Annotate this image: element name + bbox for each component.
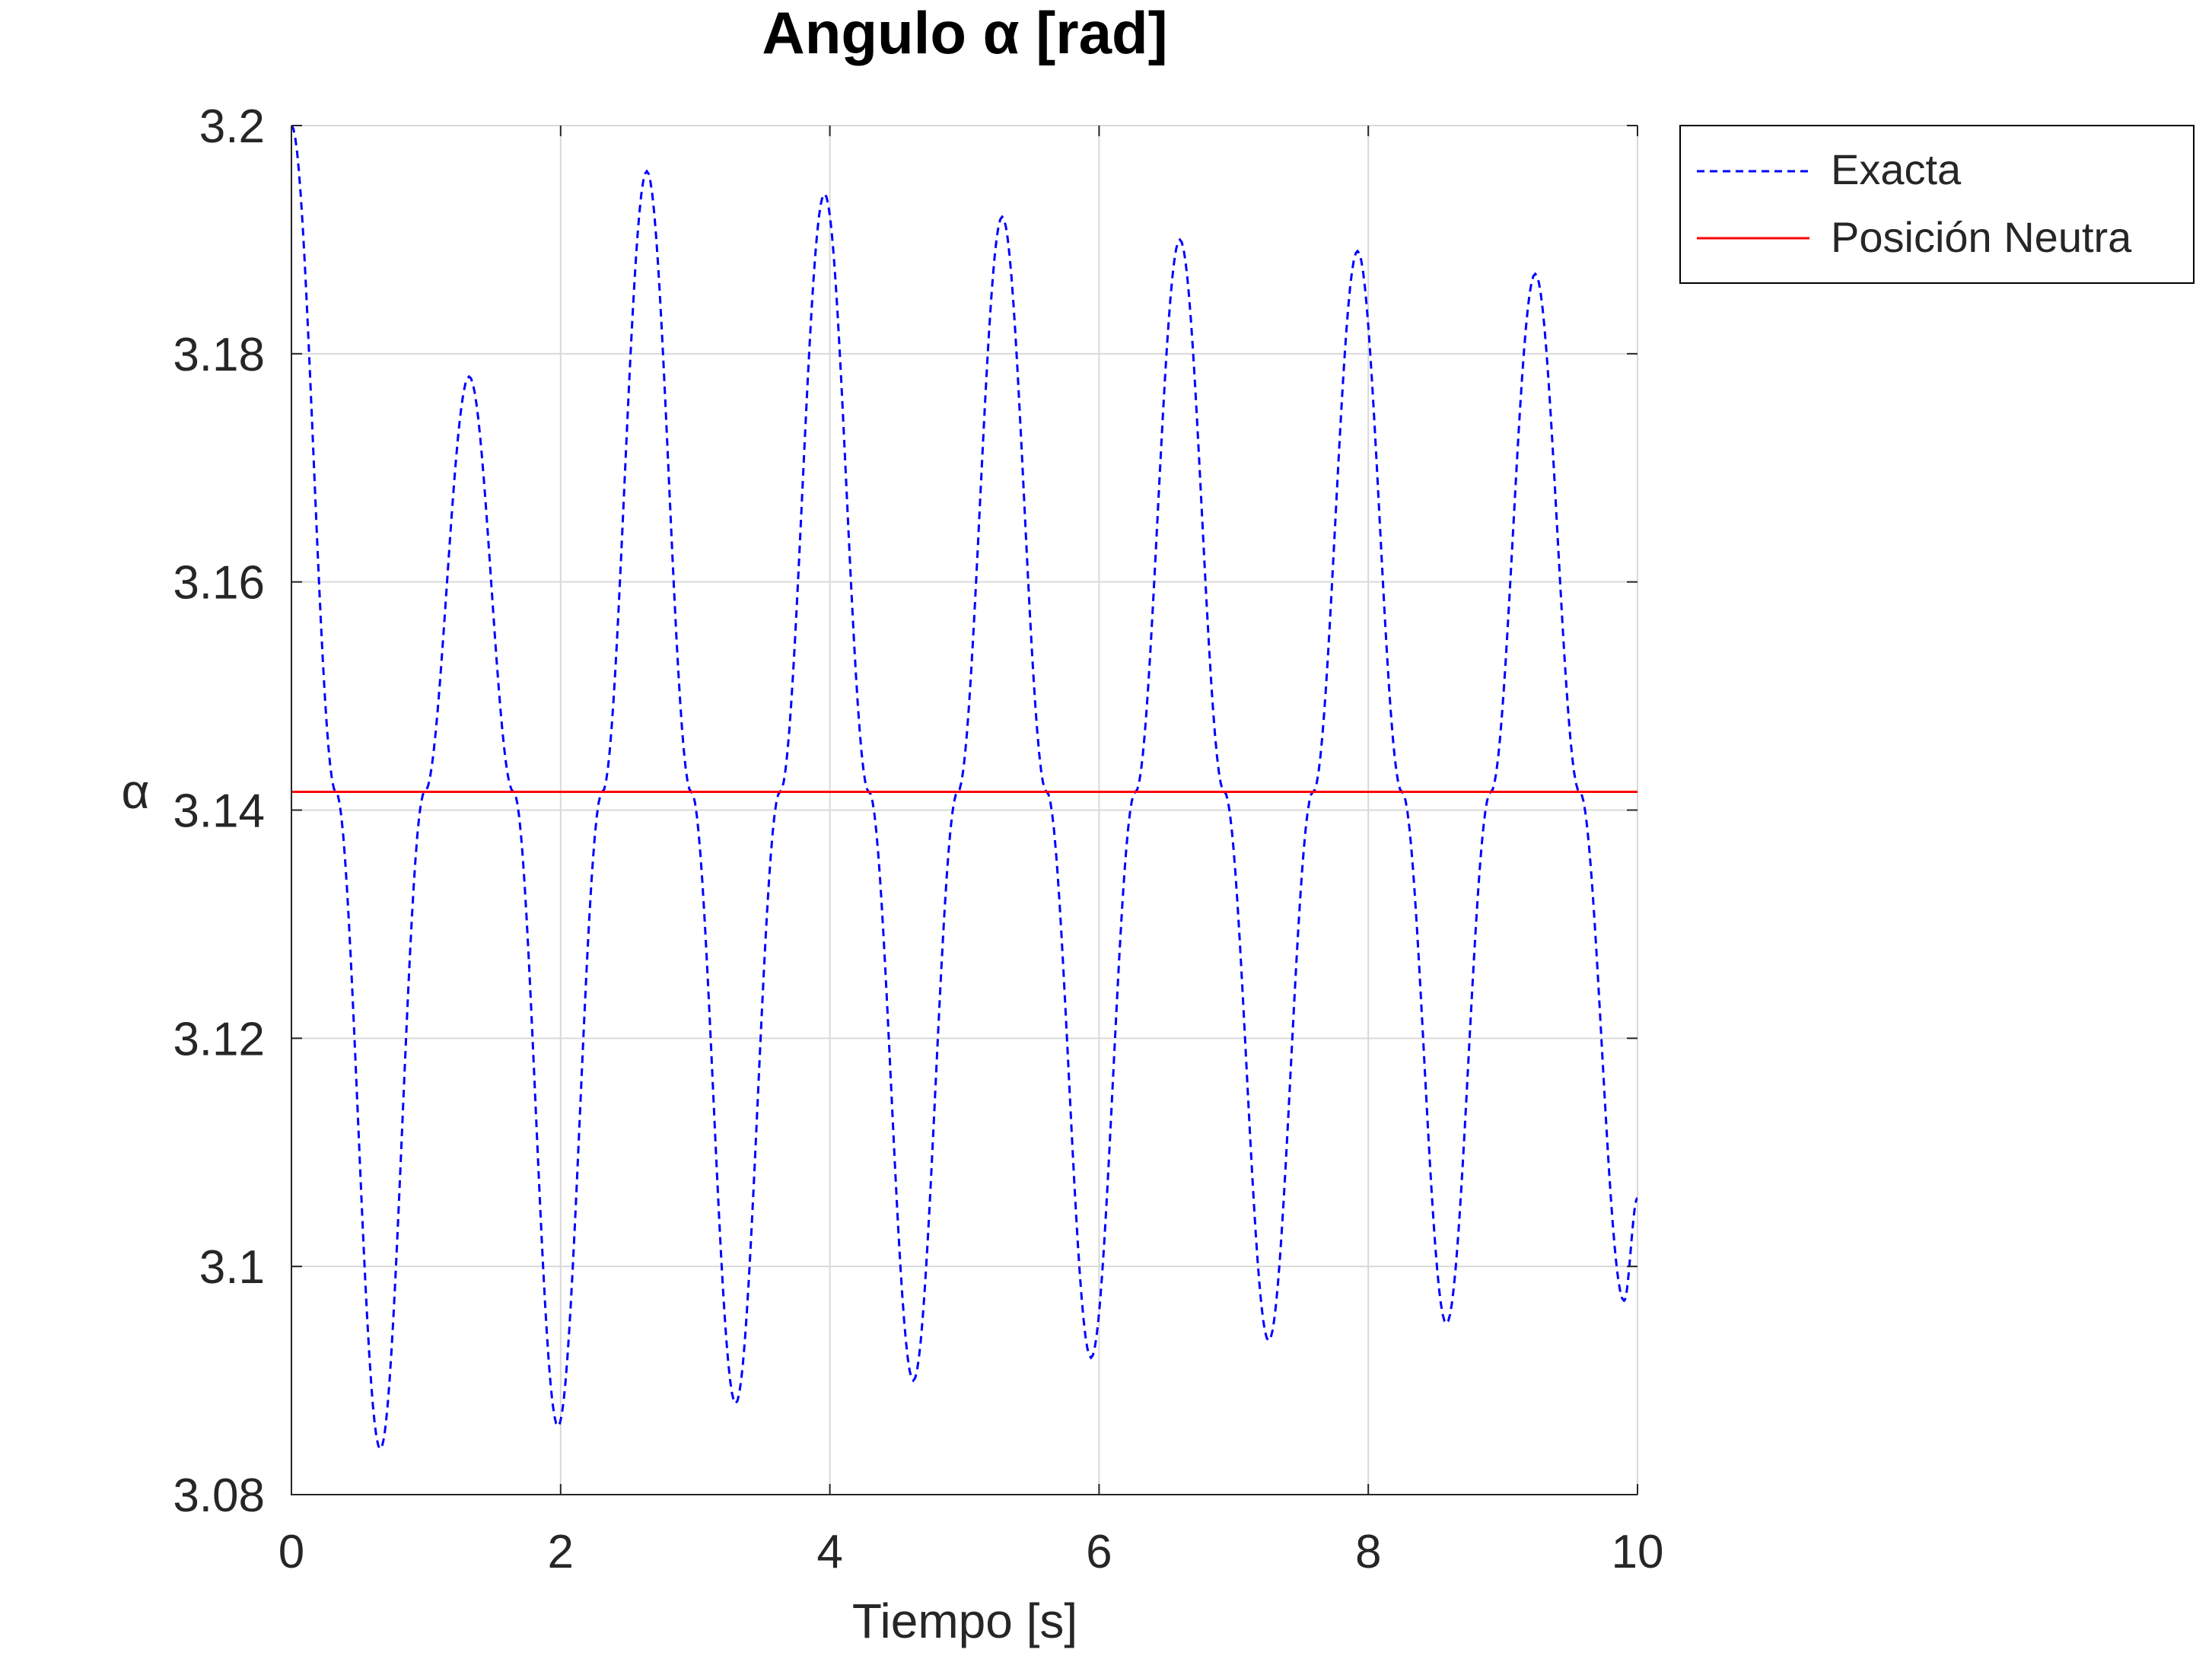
axes: 0 2 4 6 8 10 3.08 3.1 3.12 3.14 3.16 3.18 3.2 [173, 100, 1663, 1578]
legend-box [1679, 125, 2194, 284]
x-tick-label: 4 [816, 1526, 842, 1578]
y-axis-label: α [122, 764, 150, 819]
x-tick-label: 8 [1355, 1526, 1381, 1578]
y-tick-label: 3.08 [173, 1470, 265, 1522]
x-tick-label: 0 [278, 1526, 304, 1578]
y-tick-label: 3.12 [173, 1013, 265, 1065]
grid [291, 125, 1638, 1495]
x-tick-label: 6 [1086, 1526, 1112, 1578]
plot-area [291, 126, 1638, 1451]
y-tick-label: 3.1 [199, 1241, 265, 1294]
chart-title: Angulo α [rad] [762, 0, 1167, 66]
x-tick-label: 10 [1612, 1526, 1664, 1578]
axis-lines [291, 126, 1638, 1495]
x-axis-label: Tiempo [s] [852, 1594, 1077, 1648]
x-tick-label: 2 [548, 1526, 574, 1578]
series-line-exacta [291, 126, 1638, 1451]
legend-label-exacta: Exacta [1831, 145, 1962, 193]
y-tick-label: 3.16 [173, 557, 265, 610]
legend-label-posicion-neutra: Posición Neutra [1831, 213, 2132, 261]
legend: Exacta Posición Neutra [1679, 125, 2194, 284]
y-tick-label: 3.2 [199, 100, 265, 153]
y-tick-label: 3.18 [173, 329, 265, 381]
y-tick-label: 3.14 [173, 785, 265, 838]
